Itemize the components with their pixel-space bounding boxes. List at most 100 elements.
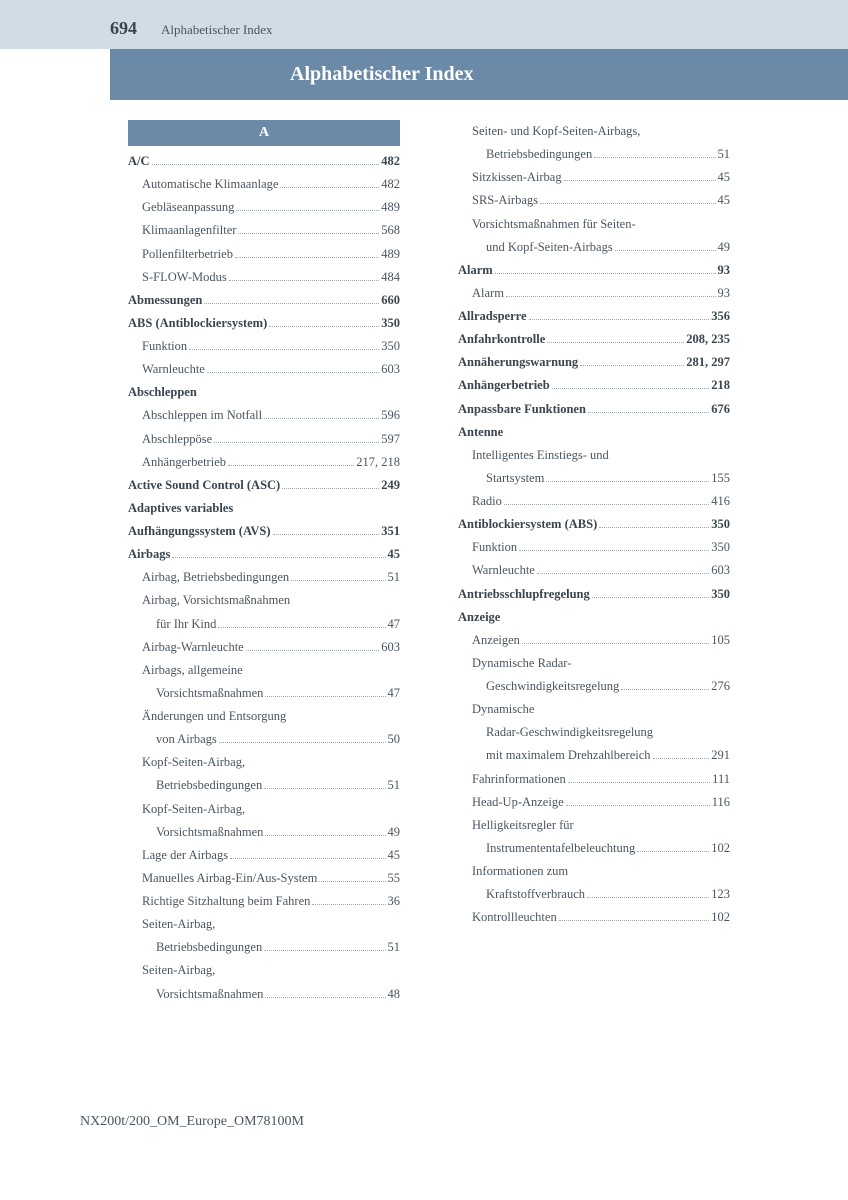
index-entry: Airbag, Betriebsbedingungen51 [110,566,400,589]
entry-page: 105 [711,629,730,652]
index-entry: Adaptives variables [110,497,400,520]
entry-page: 51 [388,936,401,959]
entry-page: 111 [712,768,730,791]
entry-label: Kopf-Seiten-Airbag, [142,798,245,821]
entry-label: Intelligentes Einstiegs- und [472,444,609,467]
index-entry: Abschleppen [110,381,400,404]
entry-label: Betriebsbedingungen [486,143,592,166]
leader-dots [264,950,385,951]
entry-page: 47 [388,682,401,705]
index-entry: Kontrollleuchten102 [440,906,730,929]
entry-label: Klimaanlagenfilter [142,219,236,242]
index-entry: Antriebsschlupfregelung350 [440,583,730,606]
entry-label: Sitzkissen-Airbag [472,166,562,189]
entry-page: 603 [381,358,400,381]
entry-label: Warnleuchte [472,559,535,582]
leader-dots [273,534,380,535]
leader-dots [540,203,716,204]
entry-label: Helligkeitsregler für [472,814,574,837]
entry-label: Annäherungswarnung [458,351,578,374]
entry-page: 596 [381,404,400,427]
entry-label: Aufhängungssystem (AVS) [128,520,271,543]
entry-label: Alarm [458,259,493,282]
entry-label: Betriebsbedingungen [156,774,262,797]
leader-dots [230,858,385,859]
leader-dots [319,881,385,882]
entry-page: 49 [388,821,401,844]
entry-page: 51 [718,143,731,166]
leader-dots [204,303,379,304]
index-entry: Radio416 [440,490,730,513]
leader-dots [269,326,379,327]
entry-page: 208, 235 [686,328,730,351]
index-entry: Anzeigen 105 [440,629,730,652]
entry-label: Abschleppöse [142,428,212,451]
index-entry: Vorsichtsmaßnahmen48 [110,983,400,1006]
entry-label: von Airbags [156,728,217,751]
page-header: 694 Alphabetischer Index [0,0,848,49]
index-entry: Aufhängungssystem (AVS)351 [110,520,400,543]
entry-page: 93 [718,282,731,305]
index-entry: SRS-Airbags 45 [440,189,730,212]
entry-label: Automatische Klimaanlage [142,173,278,196]
entry-page: 568 [381,219,400,242]
entry-page: 660 [381,289,400,312]
index-entry: Active Sound Control (ASC) 249 [110,474,400,497]
index-entry: Warnleuchte603 [110,358,400,381]
index-entry: Gebläseanpassung489 [110,196,400,219]
index-entry: Klimaanlagenfilter 568 [110,219,400,242]
entry-label: Active Sound Control (ASC) [128,474,280,497]
entry-label: Änderungen und Entsorgung [142,705,286,728]
entry-label: Betriebsbedingungen [156,936,262,959]
leader-dots [291,580,385,581]
index-entry: Informationen zum [440,860,730,883]
index-entry: Airbags, allgemeine [110,659,400,682]
entry-label: Gebläseanpassung [142,196,234,219]
entry-page: 350 [711,536,730,559]
index-entry: für Ihr Kind47 [110,613,400,636]
index-entry: Abschleppen im Notfall596 [110,404,400,427]
leader-dots [189,349,379,350]
entry-label: Fahrinformationen [472,768,566,791]
entry-page: 597 [381,428,400,451]
entry-label: Seiten-Airbag, [142,959,215,982]
index-entry: Radar-Geschwindigkeitsregelung [440,721,730,744]
index-entry: Kopf-Seiten-Airbag, [110,798,400,821]
entry-page: 489 [381,243,400,266]
index-entry: Pollenfilterbetrieb489 [110,243,400,266]
leader-dots [218,627,385,628]
entry-page: 249 [381,474,400,497]
index-entry: Vorsichtsmaßnahmen 49 [110,821,400,844]
leader-dots [580,365,684,366]
left-column: A A/C482Automatische Klimaanlage482Geblä… [110,120,400,1006]
entry-page: 676 [711,398,730,421]
entry-page: 603 [711,559,730,582]
entry-label: Vorsichtsmaßnahmen [156,821,263,844]
index-entry: Funktion350 [110,335,400,358]
entry-page: 276 [711,675,730,698]
index-entry: Antiblockiersystem (ABS)350 [440,513,730,536]
index-entry: Helligkeitsregler für [440,814,730,837]
entry-label: SRS-Airbags [472,189,538,212]
entry-label: Airbags [128,543,170,566]
entry-label: Allradsperre [458,305,527,328]
leader-dots [592,597,710,598]
index-entry: Fahrinformationen 111 [440,768,730,791]
index-entry: Allradsperre356 [440,305,730,328]
leader-dots [152,164,380,165]
leader-dots [546,481,709,482]
index-entry: Anzeige [440,606,730,629]
index-entry: Antenne [440,421,730,444]
entry-page: 36 [388,890,401,913]
entry-label: für Ihr Kind [156,613,216,636]
entry-label: Anzeigen [472,629,520,652]
entry-page: 45 [718,166,731,189]
leader-dots [246,650,380,651]
index-entry: Seiten- und Kopf-Seiten-Airbags, [440,120,730,143]
entry-label: mit maximalem Drehzahlbereich [486,744,651,767]
entry-page: 482 [381,150,400,173]
entry-page: 45 [718,189,731,212]
entry-page: 603 [381,636,400,659]
entry-label: Airbag, Betriebsbedingungen [142,566,289,589]
entry-label: Airbag-Warnleuchte [142,636,244,659]
